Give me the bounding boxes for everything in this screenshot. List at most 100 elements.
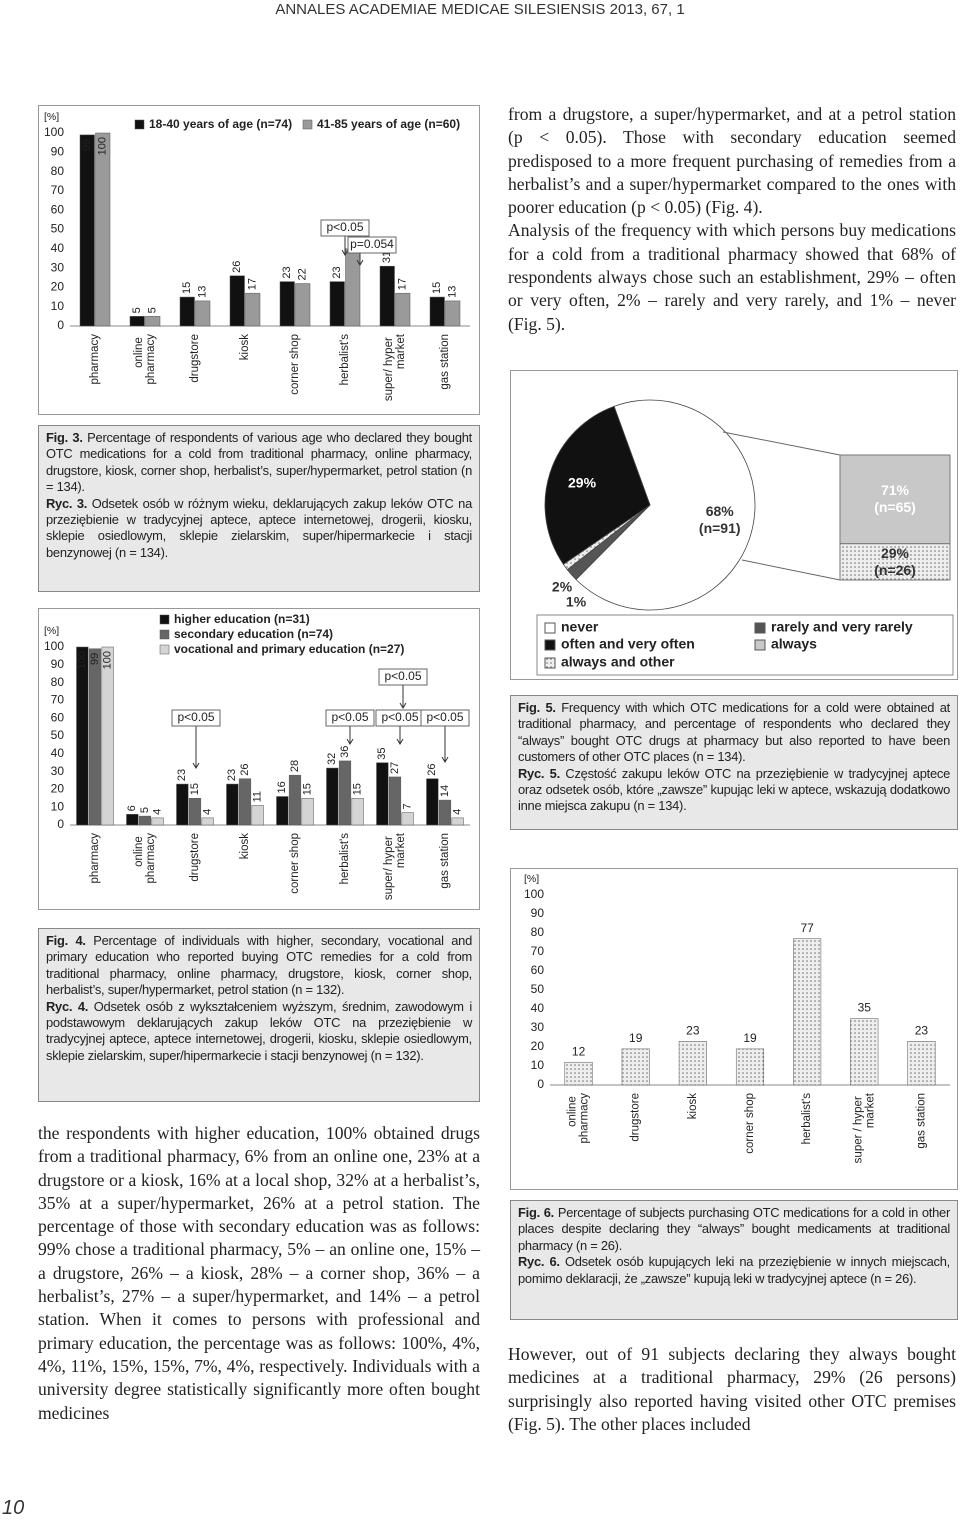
- value-label: 71% (n=65): [874, 482, 916, 516]
- annotation: p=0.054: [350, 237, 394, 251]
- annotation: p<0.05: [384, 669, 421, 683]
- bar: [145, 316, 161, 327]
- stack-segment: [839, 543, 951, 581]
- value-label: 13: [447, 286, 459, 298]
- y-tick-label: 70: [51, 693, 65, 707]
- value-label: 35: [376, 747, 388, 759]
- value-label: 15: [181, 282, 193, 294]
- paragraph: from a drugstore, a super/hypermarket, a…: [508, 104, 956, 218]
- x-tick-label: drugstore: [630, 1093, 642, 1142]
- caption: Fig. 5. Frequency with which OTC medicat…: [510, 695, 958, 830]
- value-label: 31: [381, 251, 393, 263]
- legend-label: always and other: [561, 654, 675, 670]
- annotation-box: [420, 709, 470, 727]
- y-tick-label: 10: [51, 299, 65, 313]
- annotation-arrowhead: [341, 249, 349, 256]
- legend-label: vocational and primary education (n=27): [174, 642, 404, 656]
- value-label: 5: [147, 307, 159, 313]
- value-label: 29%: [568, 474, 597, 491]
- value-label: 15: [302, 783, 314, 795]
- value-label: 26: [231, 261, 243, 273]
- y-tick-label: 100: [524, 887, 544, 901]
- y-tick-label: 0: [57, 318, 64, 332]
- caption-text: Percentage of respondents of various age…: [46, 430, 472, 495]
- bar: [188, 798, 202, 826]
- bar: [179, 296, 195, 327]
- x-tick-label: herbalist's: [339, 833, 351, 885]
- bar: [329, 281, 345, 327]
- caption-label: Ryc. 5.: [518, 765, 560, 781]
- annotation-arrowhead: [441, 756, 449, 763]
- paragraph: the respondents with higher education, 1…: [38, 1123, 480, 1423]
- y-tick-label: 50: [531, 982, 545, 996]
- paragraph: Analysis of the frequency with which per…: [508, 220, 956, 334]
- connector: [722, 431, 841, 456]
- value-label: 5: [139, 807, 151, 813]
- y-tick-label: 60: [51, 710, 65, 724]
- x-tick-label: online pharmacy: [133, 334, 157, 385]
- legend-swatch: [544, 639, 556, 651]
- x-tick-label: gas station: [439, 833, 451, 889]
- bar: [88, 648, 102, 826]
- value-label: 5: [131, 307, 143, 313]
- bar: [276, 796, 289, 826]
- bar: [735, 1048, 765, 1086]
- annotation-box: [171, 709, 221, 727]
- paragraph: However, out of 91 subjects declaring th…: [508, 1344, 956, 1434]
- annotation-box: [347, 236, 397, 254]
- caption-label: Fig. 5.: [518, 700, 556, 715]
- annotation-box: [378, 668, 428, 686]
- bar: [564, 1061, 593, 1086]
- bar: [138, 815, 152, 826]
- chart: never rarely and very rarely often and ver…: [510, 370, 958, 680]
- bar: [245, 292, 261, 327]
- value-label: 26: [239, 763, 251, 775]
- y-tick-label: 50: [51, 222, 65, 236]
- bar: [326, 767, 339, 826]
- value-label: 99: [81, 139, 93, 151]
- bar: [401, 812, 414, 826]
- y-tick-label: 20: [531, 1039, 545, 1053]
- bar: [176, 783, 189, 826]
- x-tick-label: online pharmacy: [133, 833, 157, 884]
- annotation: p<0.05: [177, 710, 214, 724]
- value-label: 23: [686, 1023, 700, 1037]
- y-tick-label: 90: [531, 906, 545, 920]
- bar: [621, 1048, 650, 1086]
- y-tick-label: 40: [51, 746, 65, 760]
- value-label: 32: [326, 753, 338, 765]
- x-tick-label: drugstore: [189, 334, 201, 383]
- x-tick-label: kiosk: [239, 833, 251, 859]
- value-label: 100: [102, 651, 114, 669]
- legend-swatch: [754, 622, 766, 634]
- value-label: 14: [439, 785, 451, 797]
- value-label: 23: [281, 266, 293, 278]
- y-tick-label: 60: [51, 202, 65, 216]
- y-tick-label: 90: [51, 144, 65, 158]
- caption-label: Ryc. 4.: [46, 998, 89, 1014]
- value-label: 36: [339, 746, 351, 758]
- bar: [251, 805, 264, 826]
- bar: [288, 774, 302, 826]
- y-tick-label: 40: [51, 241, 65, 255]
- y-tick-label: 70: [531, 944, 545, 958]
- caption-label: Fig. 4.: [46, 933, 86, 948]
- caption-text: Częstość zakupu leków OTC na przeziębien…: [518, 765, 951, 814]
- x-tick-label: corner shop: [289, 334, 301, 395]
- value-label: 19: [743, 1031, 757, 1045]
- bar: [279, 281, 295, 327]
- bar: [351, 798, 364, 826]
- caption-text: Odsetek osób w różnym wieku, deklarujący…: [46, 495, 472, 560]
- y-tick-label: 0: [57, 817, 64, 831]
- legend-label: secondary education (n=74): [174, 627, 333, 641]
- legend-swatch: [159, 614, 170, 625]
- bar: [301, 798, 314, 826]
- x-tick-label: pharmacy: [89, 833, 101, 884]
- legend-swatch: [754, 639, 766, 651]
- x-tick-label: drugstore: [189, 833, 201, 882]
- value-label: 11: [252, 791, 264, 802]
- bar: [345, 248, 361, 327]
- y-tick-label: 90: [51, 657, 65, 671]
- bar: [850, 1018, 879, 1086]
